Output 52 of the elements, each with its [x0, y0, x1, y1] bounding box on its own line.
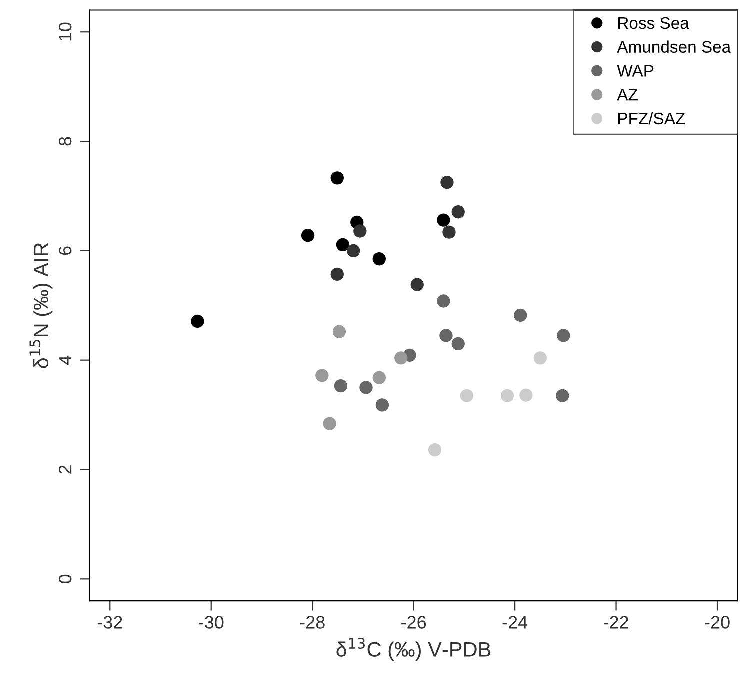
legend-label: Ross Sea — [618, 17, 690, 30]
x-tick-label: -26 — [402, 616, 426, 629]
point — [360, 381, 373, 394]
point — [330, 172, 344, 185]
point — [376, 398, 390, 412]
legend-label: Amundsen Sea — [617, 40, 732, 54]
x-tick-label: -20 — [705, 616, 730, 629]
point — [191, 314, 204, 328]
point — [316, 369, 329, 382]
point — [372, 371, 386, 384]
point — [394, 352, 408, 365]
point — [556, 389, 570, 402]
legend-label: PFZ/SAZ — [618, 112, 686, 125]
y-tick-label: 0 — [58, 574, 72, 584]
point — [557, 329, 570, 342]
y-tick-label: 10 — [58, 22, 72, 41]
x-tick-label: -24 — [502, 616, 528, 629]
point — [520, 388, 533, 402]
point — [330, 268, 344, 282]
point — [428, 443, 442, 457]
y-tick-label: 2 — [58, 466, 72, 474]
x-axis-title: δ$^{13}$C (‰) V-PDB — [336, 638, 491, 662]
point — [334, 379, 348, 393]
point — [452, 206, 465, 219]
point — [437, 214, 450, 227]
y-tick-label: 6 — [58, 246, 72, 256]
point — [410, 278, 424, 292]
legend-label: AZ — [617, 89, 638, 101]
point — [440, 329, 453, 342]
point — [534, 352, 547, 365]
y-tick-label: 4 — [59, 356, 72, 365]
point — [354, 224, 367, 238]
point — [336, 238, 350, 252]
x-tick-label: -28 — [300, 616, 325, 629]
point — [347, 244, 360, 258]
point — [452, 337, 465, 351]
x-tick-label: -30 — [199, 616, 224, 629]
legend-label: WAP — [617, 65, 654, 77]
point — [440, 176, 454, 190]
y-axis-title: δ$^{15}$N (‰) AIR — [30, 243, 53, 368]
point — [332, 325, 346, 338]
point — [372, 252, 386, 266]
point — [323, 417, 336, 430]
point — [514, 308, 528, 322]
point — [301, 229, 315, 242]
y-tick-label: 8 — [58, 137, 72, 146]
point — [437, 294, 450, 308]
point — [500, 389, 514, 402]
point — [460, 389, 474, 402]
x-tick-label: -32 — [98, 616, 122, 629]
x-tick-label: -22 — [604, 616, 628, 629]
point — [442, 226, 456, 239]
